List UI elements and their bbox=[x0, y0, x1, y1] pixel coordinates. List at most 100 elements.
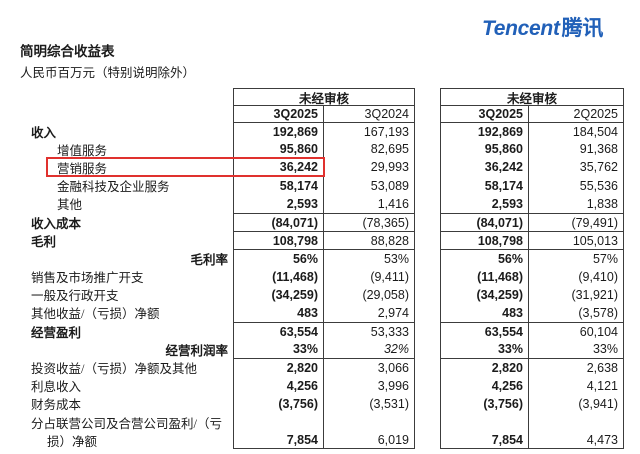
table-gap bbox=[415, 286, 440, 304]
value-cell: 58,174 bbox=[233, 176, 323, 195]
row-label: 毛利率 bbox=[190, 252, 228, 267]
table1-col2-header: 3Q2024 bbox=[323, 106, 415, 122]
table-gap bbox=[415, 177, 440, 195]
row-label: 其他 bbox=[57, 198, 83, 213]
statement-row: 财务成本 (3,756) (3,531) (3,756) (3,941) bbox=[0, 394, 640, 413]
value-cell: 1,838 bbox=[528, 194, 624, 213]
value-cell: 2,638 bbox=[528, 358, 624, 377]
statement-row: 投资收益/（亏损）净额及其他 2,820 3,066 2,820 2,638 bbox=[0, 358, 640, 377]
value-cell bbox=[323, 413, 415, 432]
value-cell bbox=[528, 413, 624, 432]
value-cell: (34,259) bbox=[440, 285, 528, 304]
currency-note: 人民币百万元（特别说明除外） bbox=[20, 66, 196, 80]
row-label: 财务成本 bbox=[31, 398, 82, 413]
row-label: 投资收益/（亏损）净额及其他 bbox=[31, 362, 197, 377]
value-cell: 33% bbox=[233, 340, 323, 359]
statement-row: 经营盈利 63,554 53,333 63,554 60,104 bbox=[0, 322, 640, 341]
table-gap bbox=[415, 158, 440, 176]
table-gap bbox=[415, 213, 440, 231]
statement-row: 增值服务 95,860 82,695 95,860 91,368 bbox=[0, 140, 640, 159]
row-label: 毛利 bbox=[31, 234, 57, 249]
table-gap bbox=[415, 322, 440, 340]
table-gap bbox=[415, 431, 440, 449]
statement-row: 收入成本 (84,071) (78,365) (84,071) (79,491) bbox=[0, 212, 640, 232]
unaudited-header-row: 未经审核 未经审核 bbox=[0, 88, 640, 106]
value-cell: 2,820 bbox=[440, 358, 528, 377]
row-label: 营销服务 bbox=[57, 161, 108, 176]
value-cell: 91,368 bbox=[528, 140, 624, 159]
value-cell: 2,974 bbox=[323, 303, 415, 323]
table-gap bbox=[415, 122, 440, 140]
value-cell: 192,869 bbox=[440, 122, 528, 141]
table-gap bbox=[415, 358, 440, 376]
value-cell: 63,554 bbox=[440, 322, 528, 341]
value-cell: 55,536 bbox=[528, 176, 624, 195]
value-cell: 53,333 bbox=[323, 322, 415, 341]
value-cell bbox=[233, 413, 323, 432]
table2-unaudited-header: 未经审核 bbox=[440, 88, 624, 106]
value-cell: 88,828 bbox=[323, 231, 415, 250]
value-cell: 1,416 bbox=[323, 194, 415, 213]
value-cell: (11,468) bbox=[233, 267, 323, 286]
row-label: 经营利润率 bbox=[165, 343, 228, 358]
row-label: 金融科技及企业服务 bbox=[57, 180, 170, 195]
table-gap bbox=[415, 88, 440, 106]
row-label: 收入 bbox=[31, 125, 57, 140]
value-cell: (78,365) bbox=[323, 212, 415, 232]
tencent-logo-wordmark: Tencent bbox=[482, 17, 560, 40]
value-cell: 60,104 bbox=[528, 322, 624, 341]
table-gap bbox=[415, 195, 440, 213]
value-cell: 95,860 bbox=[233, 140, 323, 159]
value-cell: 108,798 bbox=[233, 231, 323, 250]
table-gap bbox=[415, 231, 440, 249]
value-cell: 29,993 bbox=[323, 158, 415, 177]
income-statement-tables: 未经审核 未经审核 3Q2025 3Q2024 3Q2025 2Q2025 收入… bbox=[0, 88, 640, 450]
value-cell: 483 bbox=[440, 303, 528, 323]
table-gap bbox=[415, 340, 440, 358]
row-label: 分占联营公司及合营公司盈利/（亏 bbox=[31, 416, 222, 431]
value-cell: 105,013 bbox=[528, 231, 624, 250]
table2-col1-header: 3Q2025 bbox=[440, 106, 528, 122]
table-gap bbox=[415, 377, 440, 395]
value-cell: 57% bbox=[528, 249, 624, 268]
statement-row: 营销服务 36,242 29,993 36,242 35,762 bbox=[0, 158, 640, 177]
table-gap bbox=[415, 249, 440, 267]
value-cell: 483 bbox=[233, 303, 323, 323]
statement-row: 经营利润率 33% 32% 33% 33% bbox=[0, 340, 640, 359]
row-label: 利息收入 bbox=[31, 380, 82, 395]
value-cell: 53,089 bbox=[323, 176, 415, 195]
table-gap bbox=[415, 140, 440, 158]
table-gap bbox=[415, 395, 440, 413]
statement-row: 毛利 108,798 88,828 108,798 105,013 bbox=[0, 231, 640, 250]
value-cell: 35,762 bbox=[528, 158, 624, 177]
table1-unaudited-header: 未经审核 bbox=[233, 88, 415, 106]
value-cell: 95,860 bbox=[440, 140, 528, 159]
value-cell: (3,578) bbox=[528, 303, 624, 323]
table-gap bbox=[415, 268, 440, 286]
value-cell: 4,121 bbox=[528, 376, 624, 395]
row-label: 增值服务 bbox=[57, 143, 108, 158]
label-spacer bbox=[0, 88, 233, 106]
page-title: 简明综合收益表 bbox=[20, 44, 115, 59]
value-cell: (79,491) bbox=[528, 212, 624, 232]
value-cell: 4,473 bbox=[528, 431, 624, 450]
table-gap bbox=[415, 413, 440, 431]
value-cell: 33% bbox=[440, 340, 528, 359]
tencent-logo: Tencent腾讯 bbox=[482, 12, 603, 42]
value-cell: 167,193 bbox=[323, 122, 415, 141]
value-cell: 63,554 bbox=[233, 322, 323, 341]
row-label: 销售及市场推广开支 bbox=[31, 271, 144, 286]
value-cell: 184,504 bbox=[528, 122, 624, 141]
value-cell: 4,256 bbox=[233, 376, 323, 395]
value-cell: 7,854 bbox=[440, 431, 528, 450]
statement-row: 毛利率 56% 53% 56% 57% bbox=[0, 249, 640, 268]
table1-col1-header: 3Q2025 bbox=[233, 106, 323, 122]
value-cell: (3,531) bbox=[323, 394, 415, 413]
row-label: 损）净额 bbox=[47, 434, 98, 449]
value-cell: 192,869 bbox=[233, 122, 323, 141]
value-cell: 4,256 bbox=[440, 376, 528, 395]
statement-rows: 收入 192,869 167,193 192,869 184,504 增值服务 95,860… bbox=[0, 122, 640, 450]
row-label: 一般及行政开支 bbox=[31, 289, 119, 304]
value-cell: (3,941) bbox=[528, 394, 624, 413]
